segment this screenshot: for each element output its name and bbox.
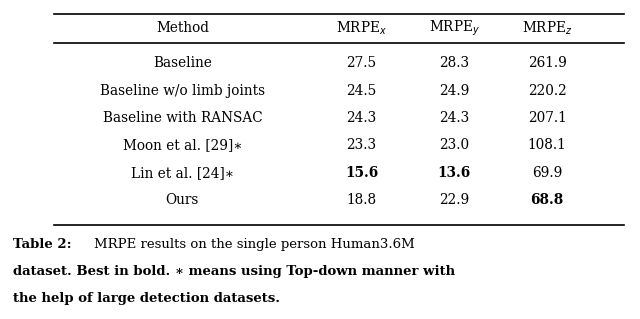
Text: 24.9: 24.9 [439, 84, 470, 98]
Text: MRPE$_x$: MRPE$_x$ [336, 19, 387, 37]
Text: Baseline w/o limb joints: Baseline w/o limb joints [100, 84, 265, 98]
Text: 220.2: 220.2 [528, 84, 566, 98]
Text: 23.0: 23.0 [439, 138, 470, 152]
Text: Lin et al. [24]∗: Lin et al. [24]∗ [131, 166, 234, 180]
Text: Ours: Ours [166, 193, 199, 207]
Text: 108.1: 108.1 [528, 138, 566, 152]
Text: 24.5: 24.5 [346, 84, 377, 98]
Text: 68.8: 68.8 [531, 193, 564, 207]
Text: 23.3: 23.3 [346, 138, 377, 152]
Text: Method: Method [156, 21, 209, 35]
Text: Baseline with RANSAC: Baseline with RANSAC [102, 111, 262, 125]
Text: MRPE$_z$: MRPE$_z$ [522, 19, 573, 37]
Text: 22.9: 22.9 [439, 193, 470, 207]
Text: 69.9: 69.9 [532, 166, 563, 180]
Text: the help of large detection datasets.: the help of large detection datasets. [13, 292, 280, 305]
Text: MRPE results on the single person Human3.6M: MRPE results on the single person Human3… [95, 238, 415, 251]
Text: Table 2:: Table 2: [13, 238, 76, 251]
Text: 24.3: 24.3 [346, 111, 377, 125]
Text: Baseline: Baseline [153, 56, 212, 70]
Text: 13.6: 13.6 [438, 166, 471, 180]
Text: 261.9: 261.9 [528, 56, 566, 70]
Text: MRPE$_y$: MRPE$_y$ [429, 19, 480, 38]
Text: Moon et al. [29]∗: Moon et al. [29]∗ [123, 138, 242, 152]
Text: 24.3: 24.3 [439, 111, 470, 125]
Text: 207.1: 207.1 [528, 111, 566, 125]
Text: 15.6: 15.6 [345, 166, 378, 180]
Text: 18.8: 18.8 [346, 193, 377, 207]
Text: 28.3: 28.3 [439, 56, 470, 70]
Text: 27.5: 27.5 [346, 56, 377, 70]
Text: dataset. Best in bold. ∗ means using Top-down manner with: dataset. Best in bold. ∗ means using Top… [13, 265, 455, 278]
